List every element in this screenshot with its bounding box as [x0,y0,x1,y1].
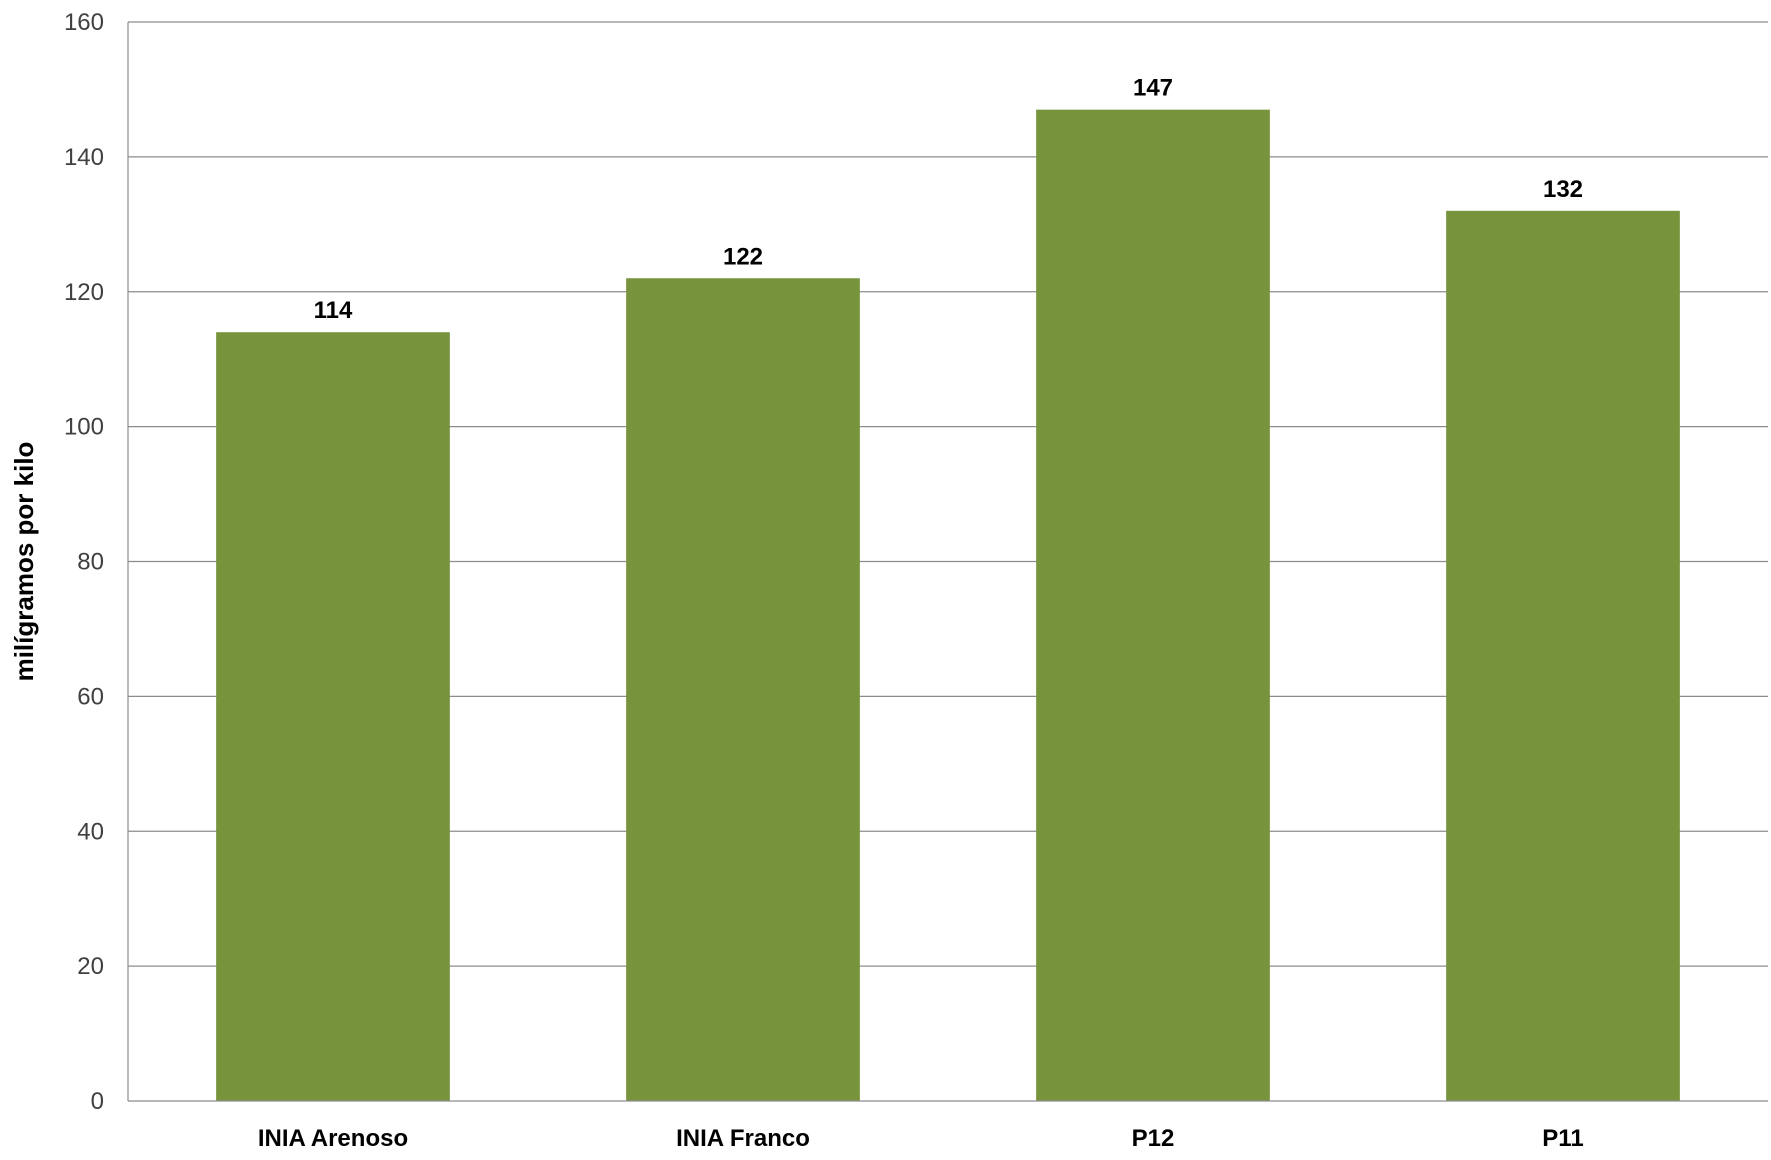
bar [626,278,860,1101]
axes [127,22,1768,1102]
data-label: 132 [1543,176,1583,203]
y-tick-label: 140 [64,144,104,171]
x-tick-label: INIA Arenoso [258,1125,408,1152]
y-axis-title: milígramos por kilo [9,442,39,682]
data-label: 122 [723,243,763,270]
data-label: 147 [1133,75,1173,102]
y-tick-label: 40 [77,818,104,845]
y-tick-label: 100 [64,414,104,441]
labels: 0 20 40 60 80 100 120 140 160 114 INIA Arenoso 122 I… [64,9,1584,1152]
y-tick-label: 160 [64,9,104,36]
y-tick-label: 120 [64,279,104,306]
data-label: 114 [314,297,353,324]
bar [1036,109,1270,1101]
y-tick-label: 20 [77,953,104,980]
x-tick-label: P11 [1542,1125,1583,1152]
y-tick-label: 60 [77,683,104,710]
y-tick-label: 80 [77,549,104,576]
x-tick-label: P12 [1132,1125,1175,1152]
bars [216,109,1680,1101]
x-tick-label: INIA Franco [676,1125,810,1152]
y-tick-label: 0 [91,1088,104,1115]
bar [216,332,450,1101]
bar [1446,210,1680,1101]
